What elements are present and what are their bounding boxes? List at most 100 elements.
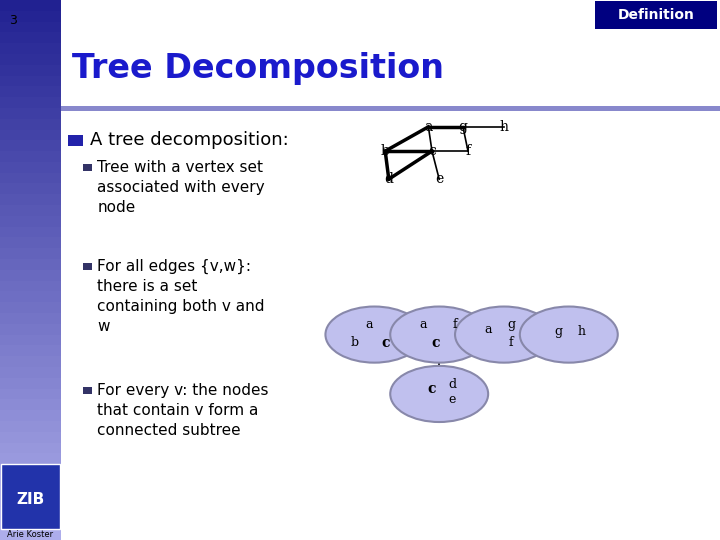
- Bar: [0, 367, 61, 378]
- Text: e: e: [449, 393, 456, 406]
- Text: h: h: [577, 326, 586, 339]
- Bar: [0, 529, 61, 539]
- Text: containing both v and: containing both v and: [97, 299, 265, 314]
- Text: a: a: [424, 120, 433, 134]
- Ellipse shape: [390, 307, 488, 363]
- Bar: [83, 387, 92, 394]
- Bar: [0, 108, 61, 119]
- Bar: [0, 173, 61, 184]
- Bar: [0, 194, 61, 205]
- Bar: [0, 43, 61, 54]
- Text: Tree with a vertex set: Tree with a vertex set: [97, 160, 264, 176]
- Bar: [0, 507, 61, 518]
- Bar: [0, 54, 61, 65]
- Text: g: g: [459, 120, 467, 134]
- Ellipse shape: [520, 307, 618, 363]
- Bar: [0, 227, 61, 238]
- Text: c: c: [428, 144, 436, 158]
- Bar: [0, 65, 61, 76]
- Bar: [0, 453, 61, 464]
- Bar: [0, 389, 61, 400]
- Text: w: w: [97, 319, 109, 334]
- Bar: [0, 184, 61, 194]
- Bar: [0, 356, 61, 367]
- Bar: [0, 421, 61, 431]
- Text: a: a: [420, 319, 427, 332]
- Bar: [0, 119, 61, 130]
- Bar: [0, 97, 61, 108]
- Bar: [0, 151, 61, 162]
- Bar: [0, 76, 61, 86]
- Text: b: b: [350, 336, 359, 349]
- Bar: [0, 346, 61, 356]
- Bar: [0, 496, 61, 507]
- Bar: [0, 313, 61, 324]
- Text: For every v: the nodes: For every v: the nodes: [97, 383, 269, 398]
- Bar: [0, 431, 61, 442]
- Text: f: f: [509, 336, 513, 349]
- Bar: [0, 485, 61, 496]
- Bar: [0, 410, 61, 421]
- Text: 3: 3: [9, 14, 17, 27]
- Bar: [0, 32, 61, 43]
- Bar: [0, 335, 61, 346]
- Text: d: d: [384, 172, 393, 186]
- Bar: [0, 162, 61, 173]
- Bar: [0, 442, 61, 453]
- Bar: [83, 164, 92, 171]
- Bar: [1, 464, 60, 529]
- Text: For all edges {v,w}:: For all edges {v,w}:: [97, 259, 251, 274]
- Bar: [0, 86, 61, 97]
- Text: c: c: [431, 336, 440, 350]
- Text: a: a: [365, 319, 372, 332]
- Bar: [0, 324, 61, 335]
- Bar: [0, 0, 61, 11]
- Text: f: f: [465, 144, 471, 158]
- Text: a: a: [485, 323, 492, 336]
- Bar: [0, 378, 61, 389]
- Bar: [0, 140, 61, 151]
- Bar: [83, 263, 92, 270]
- Bar: [0, 205, 61, 216]
- Bar: [0, 238, 61, 248]
- Ellipse shape: [455, 307, 553, 363]
- Bar: [0, 130, 61, 140]
- Text: g: g: [554, 326, 562, 339]
- Bar: [0, 281, 61, 292]
- Text: d: d: [448, 378, 456, 391]
- Text: connected subtree: connected subtree: [97, 423, 240, 438]
- Text: there is a set: there is a set: [97, 279, 197, 294]
- Bar: [61, 106, 720, 111]
- Text: b: b: [381, 144, 390, 158]
- Bar: [68, 135, 83, 146]
- Text: g: g: [507, 319, 516, 332]
- Bar: [0, 22, 61, 32]
- Text: ZIB: ZIB: [16, 492, 45, 507]
- Bar: [0, 518, 61, 529]
- Text: Definition: Definition: [618, 8, 694, 22]
- Ellipse shape: [390, 366, 488, 422]
- Bar: [0, 464, 61, 475]
- Bar: [0, 302, 61, 313]
- Bar: [61, 30, 720, 108]
- Bar: [0, 270, 61, 281]
- Bar: [0, 475, 61, 485]
- Text: Arie Koster: Arie Koster: [7, 530, 53, 539]
- Text: c: c: [428, 382, 436, 396]
- Text: h: h: [500, 120, 508, 134]
- Ellipse shape: [325, 307, 423, 363]
- Text: c: c: [381, 336, 390, 350]
- Text: f: f: [453, 319, 457, 332]
- Bar: [0, 248, 61, 259]
- Bar: [0, 400, 61, 410]
- Text: associated with every: associated with every: [97, 180, 265, 195]
- Text: e: e: [435, 172, 444, 186]
- Text: that contain v form a: that contain v form a: [97, 403, 258, 418]
- Text: Tree Decomposition: Tree Decomposition: [72, 52, 444, 85]
- Bar: [0, 11, 61, 22]
- Bar: [0, 259, 61, 270]
- Bar: [0, 216, 61, 227]
- Text: A tree decomposition:: A tree decomposition:: [90, 131, 289, 150]
- Text: node: node: [97, 200, 135, 215]
- Bar: [0, 292, 61, 302]
